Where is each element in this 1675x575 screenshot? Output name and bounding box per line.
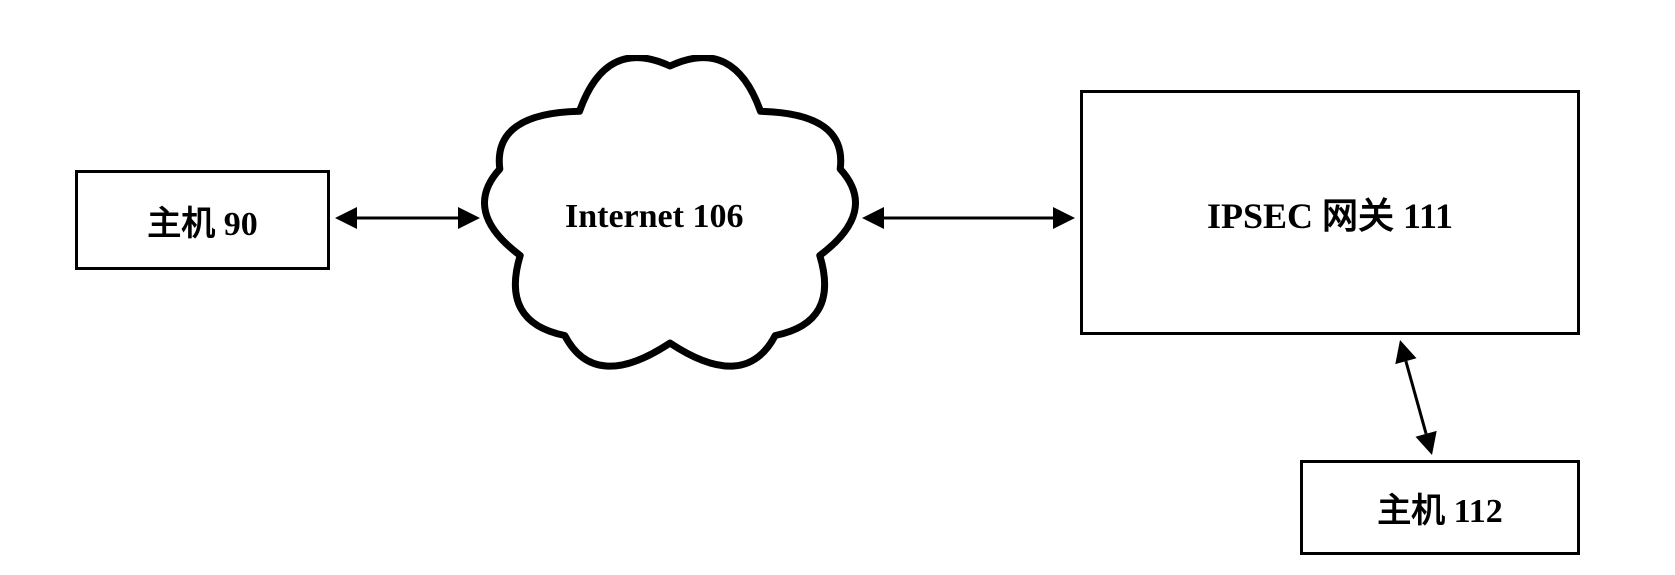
node-host-90-label: 主机 90 — [147, 196, 258, 245]
node-host-112-label: 主机 112 — [1377, 483, 1503, 532]
edge-internet-gateway — [832, 188, 1105, 248]
node-internet-label: Internet 106 — [565, 198, 743, 236]
node-ipsec-gateway-label: IPSEC 网关 111 — [1207, 187, 1453, 239]
diagram-canvas: 主机 90 Internet 106 IPSEC 网关 111 主机 112 — [0, 0, 1675, 575]
edge-gateway-host112 — [1370, 310, 1462, 485]
node-ipsec-gateway: IPSEC 网关 111 — [1080, 90, 1580, 335]
node-host-90: 主机 90 — [75, 170, 330, 270]
edge-host90-internet — [305, 188, 510, 248]
